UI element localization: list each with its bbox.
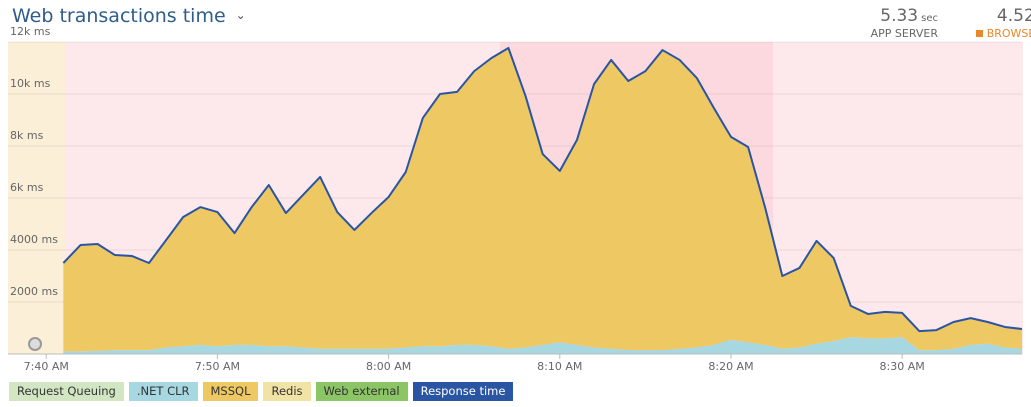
area: [63, 47, 1022, 352]
legend-item[interactable]: .NET CLR: [128, 382, 198, 401]
summary-value: 4.52: [996, 6, 1031, 26]
x-tick-label: 8:20 AM: [708, 360, 753, 373]
x-tick-label: 8:30 AM: [880, 360, 925, 373]
summary-unit: sec: [921, 13, 938, 24]
legend-item[interactable]: Request Queuing: [9, 382, 124, 401]
summary-value: 5.33: [880, 6, 919, 26]
legend-item[interactable]: Redis: [263, 382, 311, 401]
no-data-band: [8, 42, 65, 354]
x-tick-label: 7:50 AM: [195, 360, 240, 373]
y-tick-label: 8k ms: [10, 129, 44, 142]
chart: 2000 ms 4000 ms 6k ms 8k ms 10k ms 12k ms 7:40…: [8, 25, 1023, 373]
chart-title-wrap[interactable]: Web transactions time ⌄: [12, 5, 246, 27]
area: [63, 337, 1022, 354]
legend: Request Queuing .NET CLR MSSQL Redis Web ext…: [9, 382, 514, 401]
legend-item[interactable]: MSSQL: [202, 382, 259, 401]
y-tick-label: 2000 ms: [10, 285, 58, 298]
line: [62, 46, 1023, 333]
range-handle[interactable]: [28, 337, 42, 351]
y-tick-label: 6k ms: [10, 181, 44, 194]
summary-label: BROWSER: [976, 27, 1031, 40]
y-tick-label: 12k ms: [10, 25, 51, 38]
chart-title: Web transactions time: [12, 5, 226, 27]
summary-label: APP SERVER: [870, 27, 938, 40]
summary: 5.33 sec APP SERVER: [871, 6, 938, 40]
x-tick-label: 8:00 AM: [366, 360, 411, 373]
chevron: ⌄: [235, 8, 246, 22]
legend-item[interactable]: Response time: [412, 382, 514, 401]
y-tick-label: 4000 ms: [10, 233, 58, 246]
y-tick-label: 10k ms: [10, 77, 51, 90]
summary: 4.52s BROWSER: [976, 6, 1031, 40]
legend-item[interactable]: Web external: [315, 382, 408, 401]
x-tick-label: 8:10 AM: [537, 360, 582, 373]
x-tick-label: 7:40 AM: [24, 360, 69, 373]
